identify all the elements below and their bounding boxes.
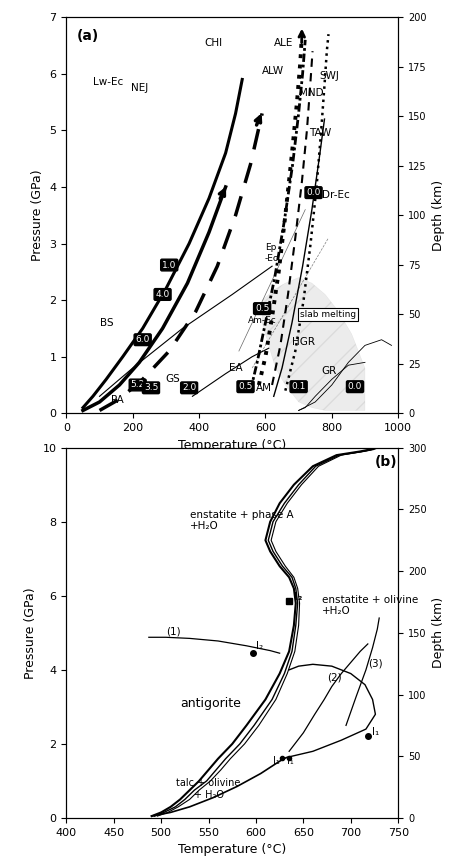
X-axis label: Temperature (°C): Temperature (°C): [178, 438, 286, 451]
Text: I₂: I₂: [294, 592, 302, 602]
Text: slab melting: slab melting: [300, 310, 356, 319]
Text: (1): (1): [166, 627, 181, 636]
Text: 1.0: 1.0: [162, 261, 176, 269]
Text: 0.1: 0.1: [292, 382, 306, 391]
Text: GS: GS: [165, 375, 180, 384]
Text: (2): (2): [327, 673, 342, 683]
Text: I₂: I₂: [256, 641, 263, 652]
Text: 2.0: 2.0: [182, 383, 196, 393]
Text: TAW: TAW: [309, 128, 331, 138]
Y-axis label: Pressure (GPa): Pressure (GPa): [24, 587, 37, 678]
Text: 6.0: 6.0: [136, 335, 150, 344]
Text: I₁: I₁: [273, 756, 280, 766]
Text: PA: PA: [111, 395, 124, 405]
Text: CHI: CHI: [204, 38, 222, 47]
Text: EA: EA: [229, 362, 243, 373]
Text: enstatite + olivine
+H₂O: enstatite + olivine +H₂O: [322, 595, 419, 616]
Text: I₁: I₁: [372, 727, 379, 737]
Text: Ep
-Ec.: Ep -Ec.: [265, 243, 282, 263]
Y-axis label: Depth (km): Depth (km): [432, 598, 445, 668]
Text: Dr-Ec: Dr-Ec: [322, 190, 350, 201]
Text: BS: BS: [100, 318, 113, 327]
Text: 5.2: 5.2: [130, 381, 145, 389]
Y-axis label: Pressure (GPa): Pressure (GPa): [31, 170, 44, 261]
Text: 0.0: 0.0: [306, 188, 321, 197]
Text: HGR: HGR: [292, 338, 315, 347]
Text: GR: GR: [322, 366, 337, 375]
Text: 0.0: 0.0: [348, 382, 362, 391]
Text: I₁: I₁: [287, 756, 294, 766]
Text: 0.5: 0.5: [255, 304, 269, 313]
Text: SWJ: SWJ: [319, 71, 339, 82]
Text: Am-Ec: Am-Ec: [248, 316, 277, 325]
Text: Lw-Ec: Lw-Ec: [93, 77, 123, 87]
Polygon shape: [262, 277, 365, 411]
Text: MND: MND: [299, 89, 323, 98]
Y-axis label: Depth (km): Depth (km): [432, 180, 445, 251]
Text: ALW: ALW: [262, 65, 284, 76]
Text: (a): (a): [76, 29, 99, 43]
Text: talc + olivine
+ H₂O: talc + olivine + H₂O: [176, 778, 241, 800]
Text: enstatite + phase A
+H₂O: enstatite + phase A +H₂O: [190, 510, 293, 531]
Text: 0.5: 0.5: [238, 382, 253, 391]
Text: NEJ: NEJ: [131, 83, 148, 93]
Text: (b): (b): [374, 455, 397, 469]
X-axis label: Temperature (°C): Temperature (°C): [178, 843, 286, 856]
Text: 3.5: 3.5: [144, 383, 158, 393]
Text: ALE: ALE: [273, 38, 293, 47]
Text: (3): (3): [368, 658, 383, 668]
Text: 4.0: 4.0: [155, 290, 170, 299]
Text: AM: AM: [255, 382, 272, 393]
Text: antigorite: antigorite: [180, 697, 241, 709]
